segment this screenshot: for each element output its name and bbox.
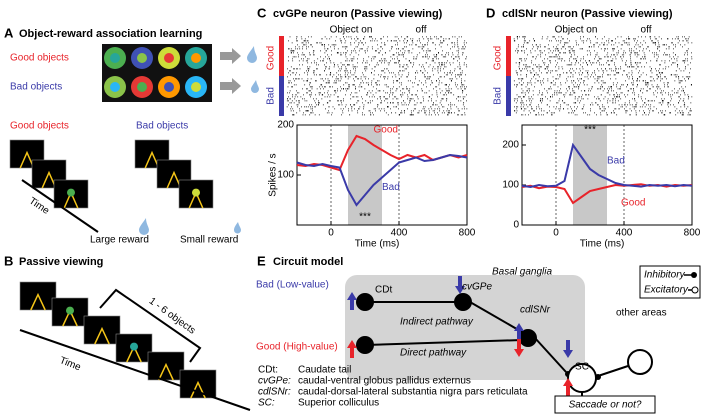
abbr-term: cvGPe: xyxy=(258,376,291,387)
object-icon xyxy=(66,307,74,315)
y-tick-label: 200 xyxy=(277,120,294,131)
label: Good objects xyxy=(10,121,69,132)
decoration xyxy=(598,366,628,376)
decoration xyxy=(519,329,537,347)
object-icon xyxy=(110,82,120,92)
object-off: off xyxy=(416,25,427,36)
label: Time xyxy=(58,355,83,374)
object-icon xyxy=(192,189,200,197)
abbr-definition: caudal-dorsal-lateral substantia nigra p… xyxy=(298,387,528,398)
series-label: Good xyxy=(374,125,398,136)
object-icon xyxy=(164,53,174,63)
object-off: off xyxy=(641,25,652,36)
label: cvGPe xyxy=(462,282,492,293)
label: Excitatory xyxy=(644,285,689,296)
decoration xyxy=(454,293,472,311)
label: Inhibitory xyxy=(644,270,686,281)
label: Saccade or not? xyxy=(569,400,642,411)
label: SC xyxy=(575,362,589,373)
label: Basal ganglia xyxy=(492,267,552,278)
x-tick-label: 0 xyxy=(553,228,559,239)
y-tick-label: 200 xyxy=(502,140,519,151)
label: Good (High-value) xyxy=(256,342,338,353)
object-on: Object on xyxy=(330,25,373,36)
x-axis-label: Time (ms) xyxy=(580,239,625,250)
x-tick-label: 800 xyxy=(459,228,476,239)
x-tick-label: 800 xyxy=(684,228,701,239)
raster-good-label: Good xyxy=(493,46,504,70)
color-bar xyxy=(506,36,511,76)
decoration xyxy=(691,272,697,278)
label: Good objects xyxy=(10,53,69,64)
object-icon xyxy=(191,53,201,63)
decoration xyxy=(10,140,213,208)
label: E xyxy=(257,253,266,268)
raster xyxy=(287,36,467,116)
object-icon xyxy=(137,82,147,92)
raster xyxy=(514,36,692,116)
series-label: Good xyxy=(621,198,645,209)
label: Direct pathway xyxy=(400,348,467,359)
label: Bad (Low-value) xyxy=(256,280,329,291)
object-icon xyxy=(130,343,138,351)
label: C xyxy=(257,5,267,20)
label: Bad objects xyxy=(136,121,188,132)
raster-good-label: Good xyxy=(266,46,277,70)
raster-bad-label: Bad xyxy=(266,87,277,105)
abbr-definition: Caudate tail xyxy=(298,365,351,376)
abbr-definition: Superior colliculus xyxy=(298,398,379,409)
label: Indirect pathway xyxy=(400,317,474,328)
water-drop xyxy=(247,46,259,93)
x-axis-label: Time (ms) xyxy=(355,239,400,250)
series-label: Bad xyxy=(382,182,400,193)
other-node xyxy=(628,350,652,374)
raster-bad-label: Bad xyxy=(493,87,504,105)
y-axis-label: Spikes / s xyxy=(268,153,279,196)
object-icon xyxy=(191,82,201,92)
decoration xyxy=(356,336,374,354)
label: cvGPe neuron (Passive viewing) xyxy=(273,8,443,20)
decoration xyxy=(692,287,698,293)
decoration xyxy=(356,293,374,311)
label: D xyxy=(486,5,495,20)
label: Large reward xyxy=(90,235,149,246)
label: Passive viewing xyxy=(19,256,103,268)
water-drop xyxy=(139,218,241,235)
figure: A Object-reward association learning Goo… xyxy=(0,0,703,416)
label: A xyxy=(4,25,14,40)
label: Bad objects xyxy=(10,82,62,93)
arrow xyxy=(220,48,241,94)
object-icon xyxy=(164,82,174,92)
label: Small reward xyxy=(180,235,238,246)
y-tick-label: 0 xyxy=(513,220,519,231)
x-tick-label: 400 xyxy=(616,228,633,239)
y-tick-label: 100 xyxy=(502,180,519,191)
series-label: Bad xyxy=(607,156,625,167)
label: cdlSNr xyxy=(520,305,551,316)
object-icon xyxy=(137,53,147,63)
significance: *** xyxy=(359,212,371,223)
label: other areas xyxy=(616,308,667,319)
color-bar xyxy=(279,36,284,76)
x-tick-label: 400 xyxy=(391,228,408,239)
significance: *** xyxy=(584,125,596,136)
object-icon xyxy=(110,53,120,63)
color-bar xyxy=(279,76,284,116)
object-on: Object on xyxy=(555,25,598,36)
label: CDt xyxy=(375,285,392,296)
label: B xyxy=(4,253,13,268)
color-bar xyxy=(506,76,511,116)
analysis-window xyxy=(573,125,607,225)
abbr-term: CDt: xyxy=(258,365,278,376)
abbr-term: SC: xyxy=(258,398,275,409)
abbr-definition: caudal-ventral globus pallidus externus xyxy=(298,376,471,387)
abbr-term: cdlSNr: xyxy=(258,387,291,398)
y-tick-label: 100 xyxy=(277,170,294,181)
label: cdlSNr neuron (Passive viewing) xyxy=(502,8,673,20)
label: Object-reward association learning xyxy=(19,28,202,40)
object-icon xyxy=(67,189,75,197)
x-tick-label: 0 xyxy=(328,228,334,239)
label: Circuit model xyxy=(273,256,343,268)
